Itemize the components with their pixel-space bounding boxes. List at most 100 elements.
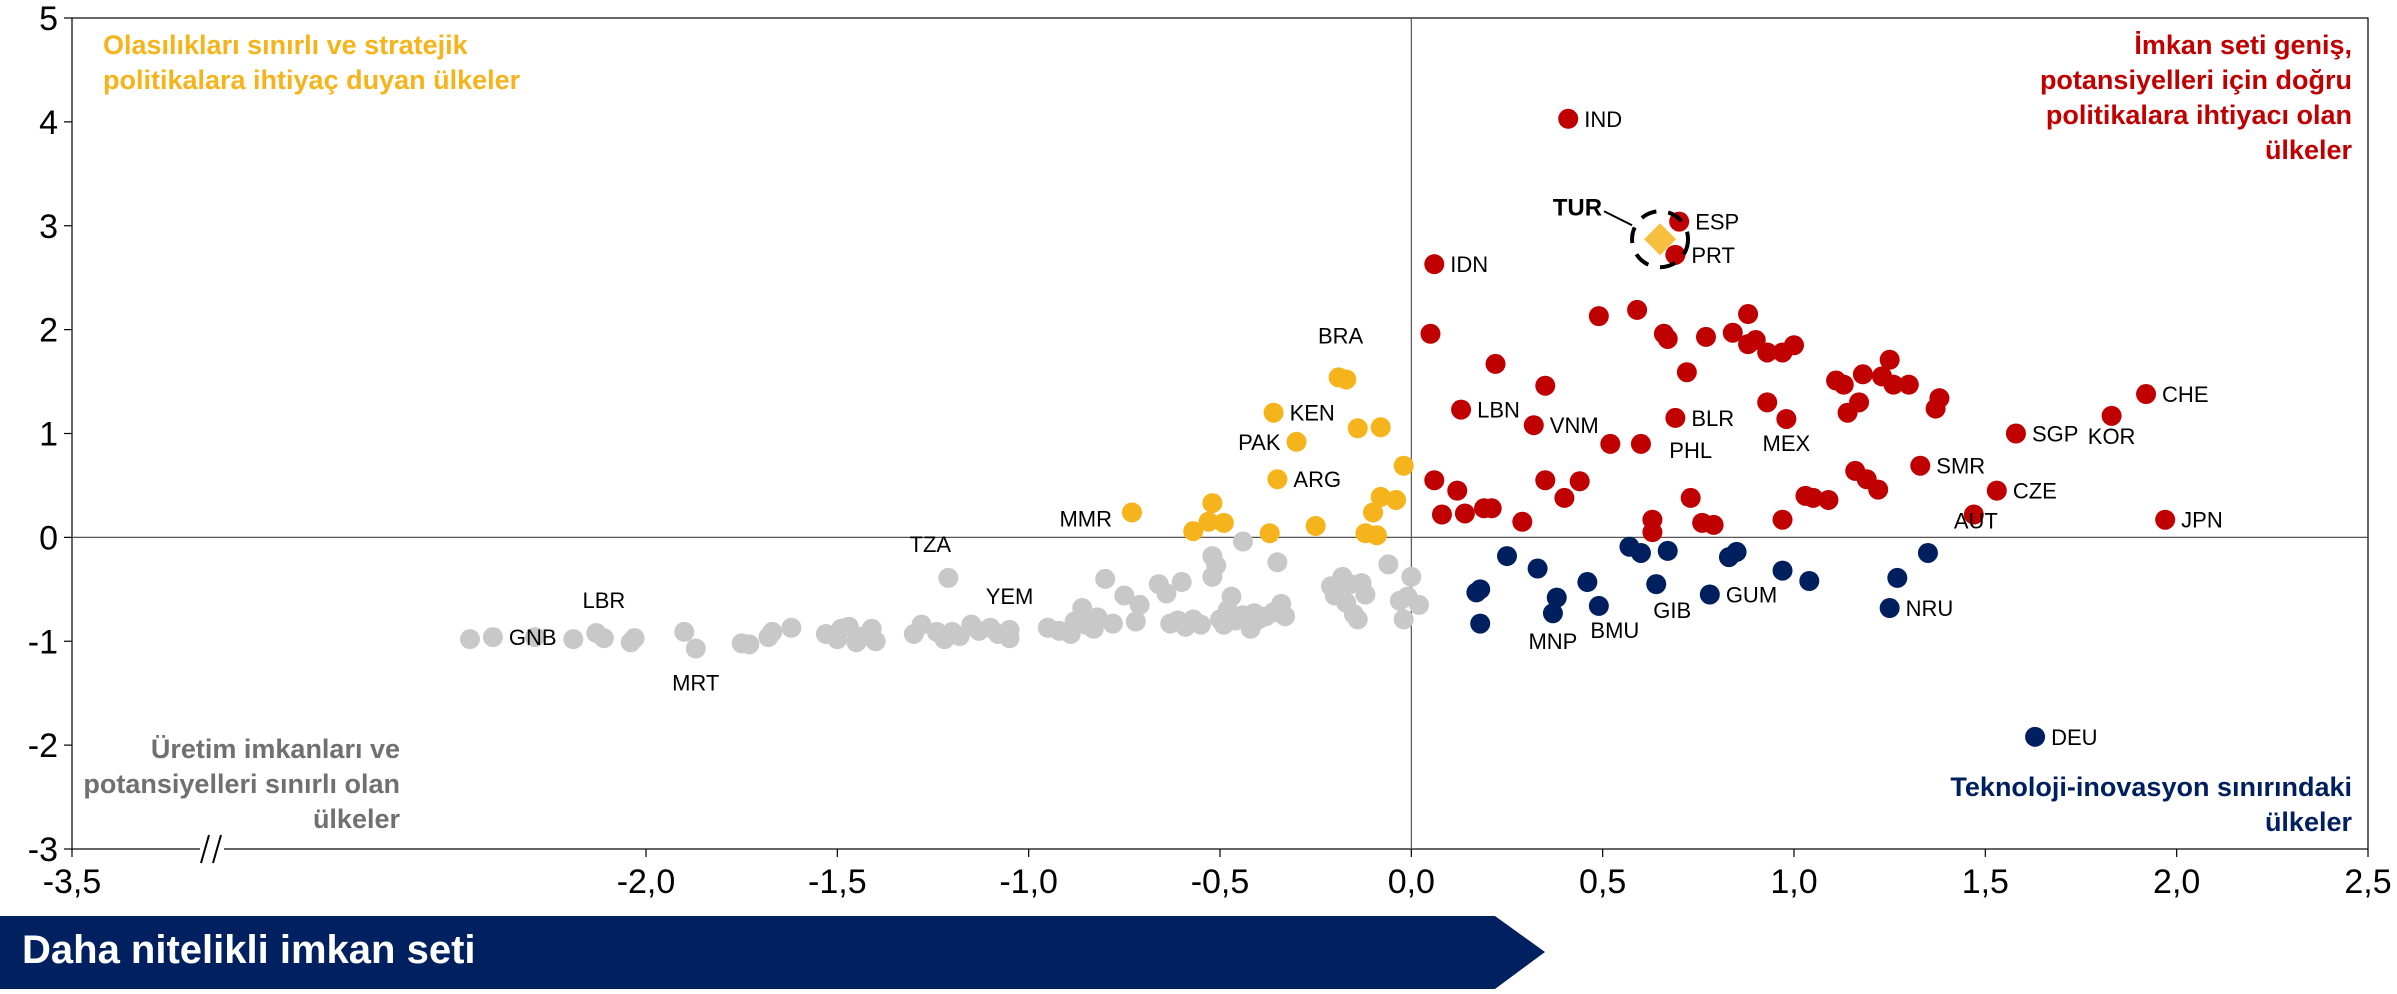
yellow-point [1366,525,1387,546]
point-label: MRT [672,671,719,696]
axes-layer: 5 4 3 2 1 0 -1 -2 -3-3,5 -2,0 -1,5 -1,0 -0,5 0,0 0,5 1,… [28,0,2392,901]
quadrant-label-bottom-left: Üretim imkanları ve potansiyelleri sınır… [83,734,400,834]
red-point [1554,487,1575,508]
red-point [1722,322,1743,343]
labeled-point [1263,402,1284,423]
yellow-point [1370,417,1391,438]
point-label: PAK [1238,430,1281,455]
point-label: ESP [1695,210,1739,235]
y-tick-label: -2 [28,727,58,765]
gray-point [1129,594,1150,615]
x-tick-label: 0,5 [1579,863,1626,901]
point-label: CZE [2013,479,2057,504]
gray-point [911,614,932,635]
gray-point [1393,609,1414,630]
gray-point [1232,531,1253,552]
red-point [1481,498,1502,519]
labels-layer: IND ESP PRT IDN LBN VNM BLR MEX CHE SGP KOR SMR CZE J… [509,107,2223,750]
point-label: JPN [2181,508,2223,533]
labeled-point [1286,431,1307,452]
gray-point [1408,594,1429,615]
gray-point [525,627,546,648]
yellow-point [1305,515,1326,536]
point-label: GNB [509,625,557,650]
navy-point [1887,567,1908,588]
navy-point [1470,613,1491,634]
gray-point [624,628,645,649]
labeled-point [2025,726,2046,747]
labeled-point [1523,415,1544,436]
red-point [1929,388,1950,409]
labeled-point [1910,455,1931,476]
yellow-point [1393,455,1414,476]
point-label: BRA [1318,323,1364,348]
labeled-point [1588,595,1609,616]
axis-break-mark [212,834,222,864]
gray-point [762,621,783,642]
x-tick-label: 1,0 [1770,863,1817,901]
point-label: YEM [986,584,1034,609]
point-label: MMR [1059,506,1112,531]
labeled-point [2005,423,2026,444]
quadrant-label-top-right: İmkan seti geniş, potansiyelleri için do… [2039,30,2352,165]
labeled-point [2101,405,2122,426]
point-label: PHL [1669,438,1712,463]
navy-point [1577,572,1598,593]
navy-point [1497,546,1517,567]
point-label: TZA [910,532,952,557]
arrow-shape [0,916,1545,989]
gray-point [1355,584,1376,605]
red-point [1431,504,1452,525]
red-point [1485,353,1506,374]
red-point [1852,364,1873,385]
yellow-point [1259,523,1280,544]
x-tick-label: 2,0 [2153,863,2200,901]
y-tick-label: 2 [39,312,58,350]
yellow-point [1198,511,1219,532]
gray-point [1401,566,1422,587]
yellow-point [1347,418,1368,439]
labeled-point [2155,509,2176,530]
red-point [1600,433,1621,454]
point-label: GUM [1726,583,1777,608]
gray-point [563,629,584,650]
point-label: SGP [2032,422,2078,447]
red-point [1447,480,1468,501]
gray-point [1171,572,1192,593]
red-point [1569,471,1590,492]
highlight-label: TUR [1553,194,1602,221]
gray-point [1378,554,1399,575]
red-point [1738,304,1759,325]
red-point [1424,470,1445,491]
navy-point [1546,587,1567,608]
labeled-point [1879,598,1900,619]
yellow-point [1370,486,1391,507]
gray-point [674,621,695,642]
quadrant-label-top-left: Olasılıkları sınırlı ve stratejik politi… [103,30,521,95]
point-label: KEN [1290,401,1335,426]
point-label: LBN [1477,398,1520,423]
red-point [1879,349,1900,370]
point-label: MNP [1528,629,1577,654]
labeled-point [1328,367,1349,388]
labeled-point [1963,504,1984,525]
gray-point [1190,614,1211,635]
x-tick-label: -2,0 [617,863,676,901]
point-label: LBR [583,588,626,613]
quadrant-label-bottom-right: Teknoloji-inovasyon sınırındaki ülkeler [1950,772,2352,837]
labeled-point [685,638,706,659]
red-point [1803,487,1824,508]
navy-point [1657,540,1678,561]
red-point [1833,374,1854,395]
labeled-point [1680,487,1701,508]
red-point [1420,323,1441,344]
red-point [1535,470,1556,491]
gray-point [1347,609,1368,630]
gray-point [865,631,886,652]
red-point [1703,514,1724,535]
navy-point [1630,542,1651,563]
x-tick-label: -1,5 [808,863,867,901]
point-label: BLR [1691,406,1734,431]
red-point [1535,375,1556,396]
x-tick-label: -1,0 [999,863,1058,901]
